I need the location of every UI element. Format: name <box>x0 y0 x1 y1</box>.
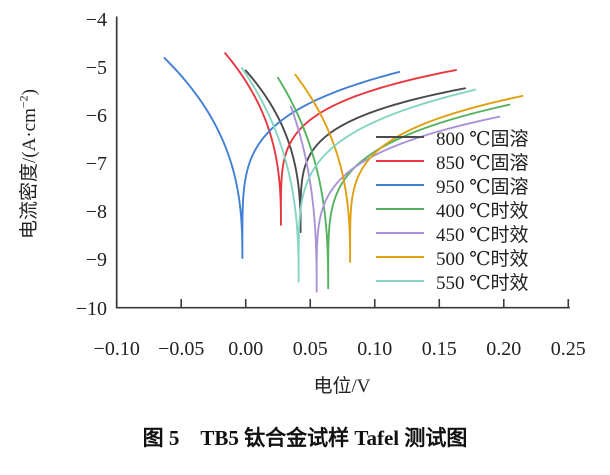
legend-label: 550 ℃时效 <box>436 272 529 294</box>
legend-swatch <box>376 279 424 283</box>
legend-label: 950 ℃固溶 <box>436 176 529 198</box>
tafel-curve-5 <box>294 73 524 263</box>
y-tick-label: −10 <box>75 297 107 320</box>
legend-item-6: 550 ℃时效 <box>376 269 566 294</box>
x-tick-label: −0.10 <box>93 338 140 360</box>
y-axis-title: 电流密度/(A·cm−2) <box>14 4 40 324</box>
x-tick-label: 0.20 <box>486 338 522 360</box>
y-tick-label: −9 <box>85 249 107 272</box>
legend-swatch <box>376 231 424 235</box>
legend-swatch <box>376 183 424 187</box>
legend-swatch <box>376 255 424 259</box>
legend-label: 450 ℃时效 <box>436 224 529 246</box>
legend-item-2: 950 ℃固溶 <box>376 173 566 198</box>
legend-swatch <box>376 207 424 211</box>
tafel-curve-4 <box>289 105 501 293</box>
x-tick-label: −0.05 <box>158 338 205 360</box>
legend-swatch <box>376 135 424 139</box>
legend-item-0: 800 ℃固溶 <box>376 125 566 150</box>
x-tick-label: 0.25 <box>550 338 586 360</box>
y-tick-label: −6 <box>85 105 107 128</box>
tafel-curve-0 <box>244 69 467 233</box>
x-axis-title: 电位/V <box>313 376 371 397</box>
y-tick-label: −4 <box>85 9 107 31</box>
legend-item-3: 400 ℃时效 <box>376 197 566 222</box>
x-tick-label: 0.10 <box>357 338 393 360</box>
y-axis-title-close: ) <box>19 89 40 96</box>
figure-caption: 图 5 TB5 钛合金试样 Tafel 测试图 <box>142 426 468 450</box>
legend-item-1: 850 ℃固溶 <box>376 149 566 174</box>
legend-item-5: 500 ℃时效 <box>376 245 566 270</box>
tafel-curve-2 <box>163 57 401 259</box>
legend-label: 800 ℃固溶 <box>436 128 529 150</box>
tafel-curve-1 <box>224 52 457 226</box>
x-tick-label: 0.00 <box>228 338 264 360</box>
chart-legend: 800 ℃固溶 850 ℃固溶 950 ℃固溶 400 ℃时效 450 ℃时效 500 ℃… <box>376 125 566 294</box>
x-tick-label: 0.05 <box>292 338 328 360</box>
y-tick-label: −8 <box>85 201 107 224</box>
legend-label: 500 ℃时效 <box>436 248 529 270</box>
x-tick-label: 0.15 <box>421 338 457 360</box>
y-tick-label: −7 <box>85 153 107 176</box>
legend-label: 400 ℃时效 <box>436 200 529 222</box>
legend-swatch <box>376 159 424 163</box>
y-axis-title-superscript: −2 <box>16 95 31 109</box>
y-tick-label: −5 <box>85 57 107 80</box>
legend-item-4: 450 ℃时效 <box>376 221 566 246</box>
tafel-curve-6 <box>240 67 477 283</box>
legend-label: 850 ℃固溶 <box>436 152 529 174</box>
